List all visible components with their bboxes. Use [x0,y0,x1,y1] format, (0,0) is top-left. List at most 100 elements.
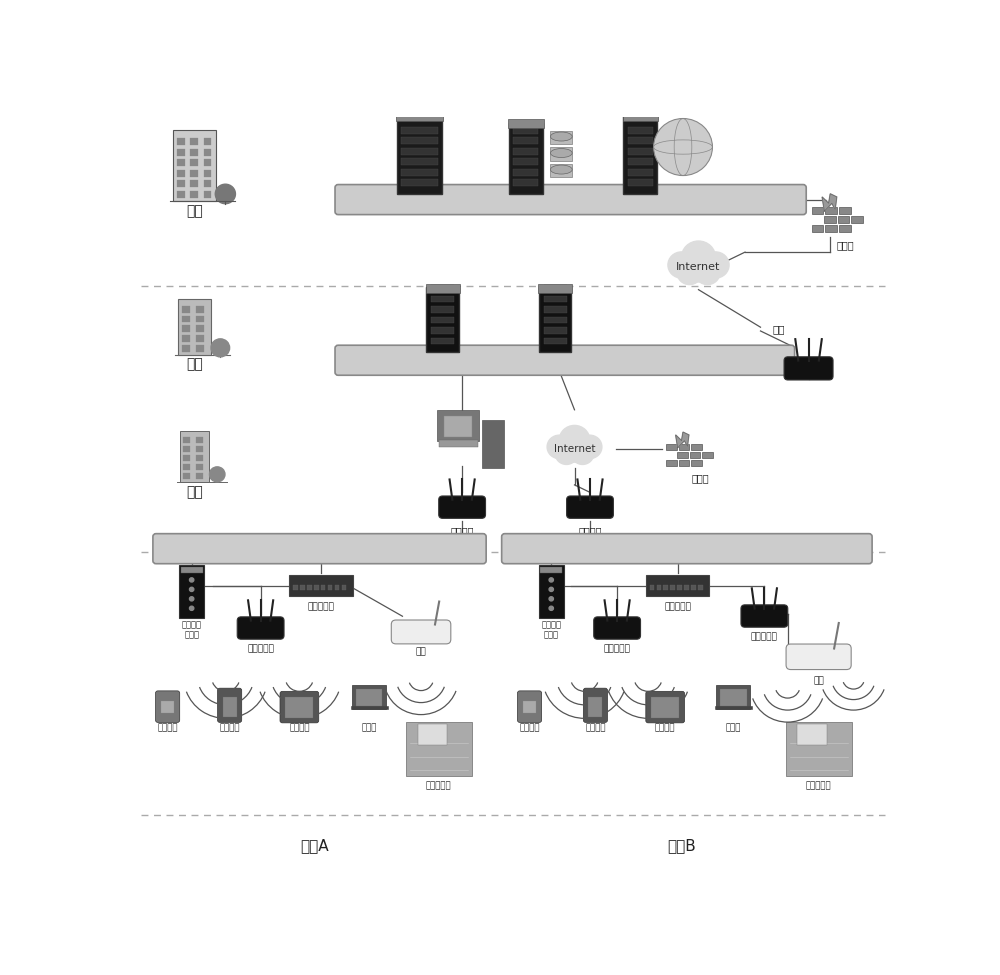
FancyBboxPatch shape [182,335,190,342]
FancyBboxPatch shape [538,284,572,292]
FancyBboxPatch shape [190,180,198,187]
Circle shape [549,587,553,592]
FancyBboxPatch shape [513,169,538,176]
Text: 电子标价签: 电子标价签 [806,781,831,791]
FancyBboxPatch shape [335,184,806,214]
FancyBboxPatch shape [196,437,202,443]
FancyBboxPatch shape [196,326,204,332]
FancyBboxPatch shape [190,170,198,176]
FancyBboxPatch shape [426,288,459,352]
FancyBboxPatch shape [182,306,190,313]
Ellipse shape [550,132,572,141]
FancyBboxPatch shape [335,585,339,591]
FancyBboxPatch shape [623,112,658,121]
FancyBboxPatch shape [179,565,204,618]
FancyBboxPatch shape [544,317,567,324]
FancyBboxPatch shape [666,460,677,466]
Text: 内网交换机: 内网交换机 [664,602,691,611]
FancyBboxPatch shape [691,460,702,466]
FancyBboxPatch shape [181,567,202,572]
FancyBboxPatch shape [183,464,190,470]
FancyBboxPatch shape [797,723,827,745]
FancyBboxPatch shape [716,684,750,709]
FancyBboxPatch shape [431,306,454,313]
FancyBboxPatch shape [698,585,703,591]
Circle shape [215,184,235,204]
Text: 扫码设备: 扫码设备 [519,722,540,732]
Ellipse shape [550,148,572,158]
FancyBboxPatch shape [161,701,174,714]
Text: 智能手机: 智能手机 [585,722,606,732]
FancyBboxPatch shape [177,160,185,166]
Circle shape [559,425,590,455]
Circle shape [547,435,571,458]
FancyBboxPatch shape [190,191,198,198]
FancyBboxPatch shape [839,207,851,214]
FancyBboxPatch shape [293,585,298,591]
Text: 电子标价签服务器集群: 电子标价签服务器集群 [390,197,449,208]
FancyBboxPatch shape [594,617,641,640]
FancyBboxPatch shape [812,207,823,214]
FancyBboxPatch shape [177,180,185,187]
FancyBboxPatch shape [628,169,653,176]
FancyBboxPatch shape [401,148,438,154]
Text: 平板电脑: 平板电脑 [289,722,310,732]
Text: 无线访问点: 无线访问点 [604,644,631,653]
FancyBboxPatch shape [177,170,185,176]
FancyBboxPatch shape [204,191,211,198]
FancyBboxPatch shape [550,164,572,177]
Circle shape [189,597,194,601]
FancyBboxPatch shape [356,689,382,706]
FancyBboxPatch shape [513,137,538,144]
Text: 中心数据库集群: 中心数据库集群 [519,197,560,208]
FancyBboxPatch shape [679,460,689,466]
FancyBboxPatch shape [437,410,479,442]
Text: 大区: 大区 [186,357,203,371]
Text: 电子标价
签网关: 电子标价 签网关 [541,620,561,640]
Circle shape [189,606,194,610]
FancyBboxPatch shape [391,620,451,644]
FancyBboxPatch shape [646,691,685,722]
FancyBboxPatch shape [177,191,185,198]
Circle shape [702,252,729,278]
Text: 专线拨号: 专线拨号 [450,526,474,536]
FancyBboxPatch shape [223,697,237,718]
Circle shape [209,467,225,482]
FancyBboxPatch shape [431,295,454,302]
FancyBboxPatch shape [702,452,713,458]
FancyBboxPatch shape [182,316,190,323]
Text: 扫码设备: 扫码设备 [157,722,178,732]
FancyBboxPatch shape [550,147,572,161]
Text: 总部: 总部 [186,204,203,218]
FancyBboxPatch shape [182,345,190,352]
Circle shape [189,578,194,582]
FancyBboxPatch shape [204,170,211,176]
FancyBboxPatch shape [196,446,202,451]
FancyBboxPatch shape [812,224,823,232]
Circle shape [211,339,230,357]
Circle shape [687,259,710,282]
Text: 笔记本: 笔记本 [361,722,377,732]
FancyBboxPatch shape [825,207,837,214]
FancyBboxPatch shape [335,345,795,375]
FancyBboxPatch shape [204,138,211,145]
Circle shape [555,443,578,464]
Text: 基站: 基站 [813,677,824,685]
Text: 门店B: 门店B [667,838,696,853]
FancyBboxPatch shape [401,127,438,134]
FancyBboxPatch shape [583,688,608,722]
FancyBboxPatch shape [588,697,602,718]
Circle shape [189,587,194,592]
FancyBboxPatch shape [401,137,438,144]
FancyBboxPatch shape [623,115,657,194]
FancyBboxPatch shape [280,691,319,722]
Circle shape [654,119,712,176]
FancyBboxPatch shape [691,585,696,591]
FancyBboxPatch shape [418,723,447,745]
FancyBboxPatch shape [650,585,654,591]
FancyBboxPatch shape [406,722,472,776]
Text: 智能手机: 智能手机 [219,722,240,732]
FancyBboxPatch shape [444,415,472,437]
FancyBboxPatch shape [628,137,653,144]
FancyBboxPatch shape [196,464,202,470]
